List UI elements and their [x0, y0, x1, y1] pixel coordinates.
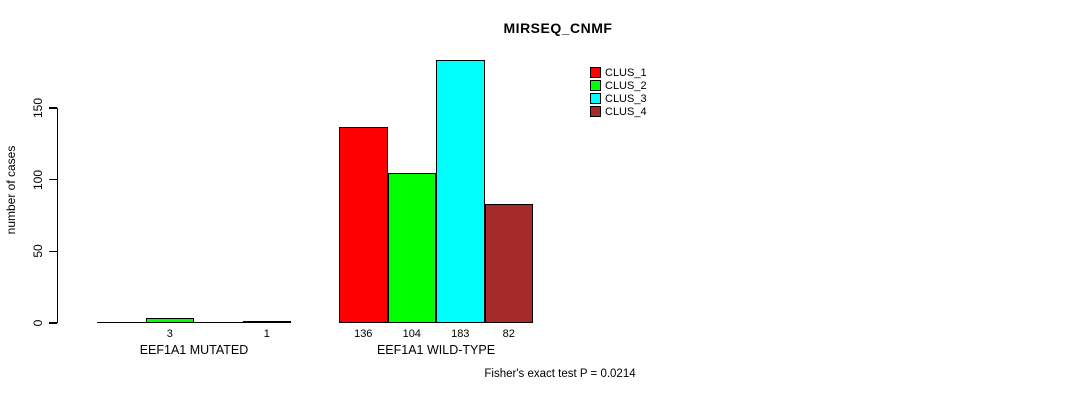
y-tick-label: 150: [31, 97, 45, 119]
bar-CLUS_1-mutated: [97, 321, 146, 323]
bar-CLUS_3-wildtype: [436, 59, 485, 323]
bar-value-label: 82: [502, 328, 515, 340]
y-tick-label: 100: [31, 169, 45, 190]
legend-swatch-clus1-icon: [590, 67, 601, 78]
legend-item-clus1: CLUS_1: [590, 66, 647, 79]
y-tick-line: [49, 322, 57, 324]
legend-item-clus3: CLUS_3: [590, 92, 647, 105]
bar-value-label: 1: [263, 328, 270, 340]
y-tick-label: 50: [31, 244, 45, 259]
legend-swatch-clus3-icon: [590, 93, 601, 104]
legend: CLUS_1 CLUS_2 CLUS_3 CLUS_4: [590, 66, 647, 118]
bar-value-label: 104: [402, 328, 421, 340]
category-label-mutated: EEF1A1 MUTATED: [139, 343, 249, 357]
legend-label-clus4: CLUS_4: [605, 105, 647, 118]
bar-CLUS_4-wildtype: [484, 204, 533, 323]
y-tick-line: [49, 107, 57, 109]
legend-item-clus4: CLUS_4: [590, 105, 647, 118]
y-axis-line: [57, 108, 59, 323]
fisher-test-annotation: Fisher's exact test P = 0.0214: [484, 368, 636, 380]
chart-title: MIRSEQ_CNMF: [503, 20, 613, 36]
category-label-wildtype: EEF1A1 WILD-TYPE: [376, 343, 496, 357]
y-tick-line: [49, 250, 57, 253]
bar-CLUS_4-mutated: [242, 320, 291, 323]
legend-label-clus3: CLUS_3: [605, 92, 647, 105]
bar-value-label: 3: [166, 328, 173, 340]
bar-value-label: 136: [354, 328, 373, 340]
bar-CLUS_1-wildtype: [339, 127, 388, 323]
legend-item-clus2: CLUS_2: [590, 79, 647, 92]
y-tick-label: 0: [31, 319, 45, 327]
bar-CLUS_2-wildtype: [387, 172, 436, 323]
y-axis-label: number of cases: [4, 145, 18, 235]
y-tick-line: [49, 178, 57, 181]
bar-CLUS_3-mutated: [194, 321, 243, 323]
bar-value-label: 183: [451, 328, 470, 340]
legend-swatch-clus4-icon: [590, 106, 601, 117]
bar-CLUS_2-mutated: [145, 317, 194, 323]
legend-swatch-clus2-icon: [590, 80, 601, 91]
legend-label-clus1: CLUS_1: [605, 66, 647, 79]
legend-label-clus2: CLUS_2: [605, 79, 647, 92]
